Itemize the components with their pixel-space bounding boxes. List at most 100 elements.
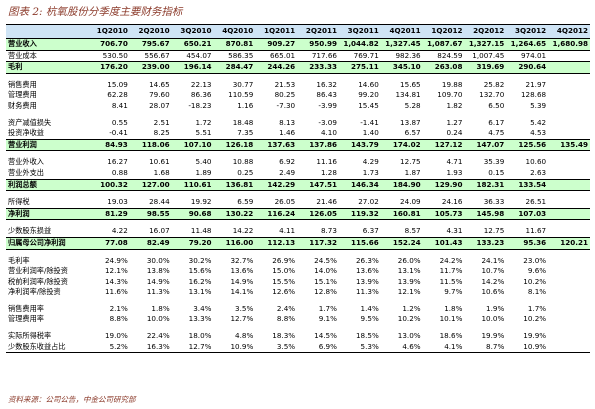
- value-cell: 130.22: [213, 207, 256, 221]
- column-header: 4Q2012: [548, 24, 590, 39]
- value-cell: 28.07: [149, 100, 170, 110]
- value-cell: 9.1%: [318, 314, 337, 324]
- value-cell: 4.11: [279, 226, 296, 236]
- value-cell: [548, 277, 590, 288]
- value-cell: 22.4%: [146, 331, 170, 341]
- value-cell: 30.77: [232, 79, 254, 89]
- value-cell: 129.90: [422, 178, 465, 192]
- value-cell: 4.6%: [380, 341, 423, 354]
- value-cell: [548, 197, 590, 208]
- value-cell: 136.81: [213, 178, 256, 192]
- value-cell: 665.01: [269, 50, 296, 60]
- value-cell: 6.17: [488, 117, 505, 127]
- value-cell: 21.97: [525, 79, 547, 89]
- value-cell: 174.02: [380, 138, 423, 152]
- value-cell: 1.28: [320, 167, 337, 177]
- column-header: 4Q2011: [380, 24, 423, 39]
- value-cell: 15.1%: [314, 276, 337, 286]
- value-cell: 95.36: [506, 236, 549, 250]
- value-cell: 80.25: [274, 90, 296, 100]
- value-cell: 14.0%: [314, 266, 337, 276]
- value-cell: 115.66: [338, 236, 381, 250]
- value-cell: 19.9%: [481, 331, 505, 341]
- value-cell: 62.28: [107, 90, 128, 100]
- value-cell: 26.05: [274, 197, 296, 207]
- value-cell: 15.09: [107, 79, 128, 89]
- value-cell: 1,044.82: [338, 38, 381, 51]
- value-cell: 82.49: [129, 236, 172, 250]
- value-cell: 1.9%: [486, 303, 505, 313]
- row-label: 所得税: [8, 197, 30, 207]
- value-cell: 3.5%: [255, 341, 298, 354]
- value-cell: 22.13: [190, 79, 212, 89]
- value-cell: 1,327.15: [464, 38, 507, 51]
- value-cell: 145.98: [464, 207, 507, 221]
- value-cell: 284.47: [213, 61, 256, 74]
- row-label: 销售费用: [8, 79, 37, 89]
- value-cell: 196.14: [171, 61, 214, 74]
- value-cell: 133.54: [506, 178, 549, 192]
- value-cell: 8.41: [111, 100, 128, 110]
- value-cell: 10.60: [525, 157, 547, 167]
- value-cell: 950.99: [297, 38, 339, 51]
- value-cell: 10.1%: [439, 314, 463, 324]
- value-cell: 146.34: [338, 178, 381, 192]
- value-cell: 15.5%: [272, 276, 296, 286]
- value-cell: 15.45: [358, 100, 379, 110]
- value-cell: 974.01: [520, 50, 547, 60]
- value-cell: 28.44: [149, 197, 170, 207]
- value-cell: [548, 157, 590, 168]
- value-cell: 8.8%: [109, 314, 128, 324]
- value-cell: 36.33: [483, 197, 505, 207]
- value-cell: 6.92: [279, 157, 296, 167]
- value-cell: 24.1%: [481, 255, 505, 265]
- value-cell: 11.6%: [104, 287, 128, 297]
- value-cell: 909.27: [255, 38, 298, 51]
- value-cell: 143.79: [338, 138, 381, 152]
- value-cell: 13.8%: [146, 266, 170, 276]
- value-cell: 132.70: [479, 90, 505, 100]
- value-cell: 9.5%: [360, 314, 379, 324]
- value-cell: 23.0%: [523, 255, 547, 265]
- value-cell: 16.2%: [188, 276, 212, 286]
- value-cell: [548, 287, 590, 298]
- value-cell: 14.2%: [481, 276, 505, 286]
- value-cell: 0.24: [446, 128, 463, 138]
- value-cell: 21.53: [274, 79, 296, 89]
- column-header: 2Q2011: [297, 24, 339, 39]
- value-cell: 77.08: [88, 236, 130, 250]
- column-header: 1Q2012: [422, 24, 465, 39]
- value-cell: 5.3%: [338, 341, 381, 354]
- value-cell: 13.1%: [188, 287, 212, 297]
- value-cell: 769.71: [353, 50, 379, 60]
- row-label: 净利润: [6, 207, 88, 221]
- value-cell: 6.57: [404, 128, 421, 138]
- row-label: 投资净收益: [8, 128, 44, 138]
- value-cell: 0.88: [111, 167, 128, 177]
- value-cell: 21.46: [316, 197, 337, 207]
- value-cell: 12.1%: [104, 266, 128, 276]
- value-cell: 4.1%: [422, 341, 465, 354]
- value-cell: 32.7%: [230, 255, 254, 265]
- table-row: 毛利 176.20 239.00 196.14 284.47 244.26 233.33 27…: [6, 61, 590, 74]
- value-cell: 319.69: [464, 61, 507, 74]
- value-cell: 4.29: [362, 157, 379, 167]
- table-row: 毛利率 24.9% 30.0% 30.2% 32.7% 26.9% 24.5% 26.3% 26…: [6, 256, 590, 267]
- value-cell: [548, 118, 590, 129]
- value-cell: 4.53: [530, 128, 547, 138]
- row-label: 财务费用: [8, 100, 37, 110]
- table-row: 实际所得税率 19.0% 22.4% 18.0% 4.8% 18.3% 14.5% 18.5%…: [6, 331, 590, 342]
- source-note: 资料来源：公司公告，中金公司研究部: [8, 395, 136, 404]
- table-row: 销售费用率 2.1% 1.8% 3.4% 3.5% 2.4% 1.7% 1.4% 1.2% 1.8…: [6, 304, 590, 315]
- value-cell: 8.1%: [527, 287, 547, 297]
- value-cell: 26.0%: [397, 255, 421, 265]
- value-cell: 15.0%: [272, 266, 296, 276]
- title: 图表 2: 杭氧股份分季度主要财务指标: [8, 6, 183, 18]
- value-cell: 1.7%: [318, 303, 337, 313]
- value-cell: 24.2%: [439, 255, 463, 265]
- value-cell: 128.68: [520, 90, 547, 100]
- value-cell: 11.67: [525, 226, 547, 236]
- value-cell: 14.9%: [230, 276, 254, 286]
- value-cell: 160.81: [380, 207, 423, 221]
- value-cell: 182.31: [464, 178, 507, 192]
